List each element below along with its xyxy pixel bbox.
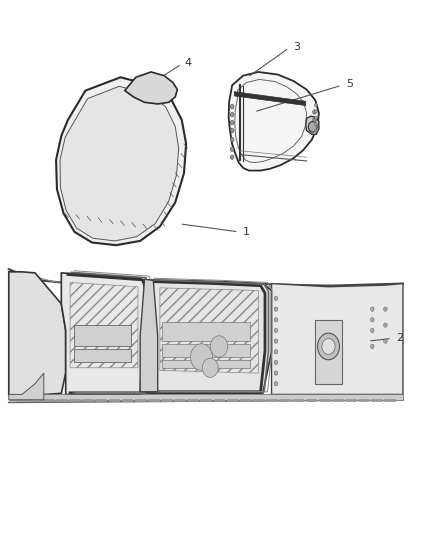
Circle shape	[274, 382, 278, 386]
Circle shape	[371, 328, 374, 333]
Circle shape	[274, 350, 278, 354]
Polygon shape	[9, 394, 403, 400]
Circle shape	[230, 147, 234, 151]
Circle shape	[274, 318, 278, 322]
Circle shape	[314, 103, 317, 107]
Polygon shape	[56, 77, 186, 245]
Polygon shape	[272, 284, 403, 394]
Text: 5: 5	[346, 79, 353, 89]
Circle shape	[384, 307, 387, 311]
Text: 3: 3	[293, 42, 300, 52]
FancyBboxPatch shape	[74, 349, 131, 362]
Circle shape	[230, 104, 234, 109]
Circle shape	[384, 323, 387, 327]
Text: 4: 4	[184, 58, 191, 68]
Circle shape	[202, 358, 218, 377]
Circle shape	[313, 110, 316, 114]
Circle shape	[371, 318, 374, 322]
Circle shape	[274, 371, 278, 375]
Circle shape	[274, 296, 278, 301]
Circle shape	[314, 110, 317, 113]
Circle shape	[314, 129, 317, 132]
Circle shape	[230, 112, 234, 117]
Circle shape	[322, 338, 335, 354]
Polygon shape	[306, 116, 319, 134]
Circle shape	[230, 138, 234, 142]
FancyBboxPatch shape	[162, 322, 250, 341]
Circle shape	[191, 344, 212, 370]
Polygon shape	[315, 320, 342, 384]
Circle shape	[313, 118, 316, 122]
Circle shape	[314, 116, 317, 119]
Circle shape	[230, 128, 234, 133]
Circle shape	[274, 328, 278, 333]
Circle shape	[230, 120, 234, 125]
Circle shape	[274, 360, 278, 365]
Polygon shape	[60, 86, 179, 241]
FancyBboxPatch shape	[162, 360, 250, 368]
Polygon shape	[229, 72, 319, 171]
FancyBboxPatch shape	[162, 344, 250, 357]
Circle shape	[384, 339, 387, 343]
Polygon shape	[125, 72, 177, 104]
Circle shape	[210, 336, 228, 357]
Circle shape	[371, 344, 374, 349]
Text: 1: 1	[243, 227, 250, 237]
Circle shape	[230, 155, 234, 159]
Polygon shape	[9, 373, 44, 400]
Circle shape	[314, 123, 317, 126]
Circle shape	[274, 339, 278, 343]
Circle shape	[371, 307, 374, 311]
Circle shape	[318, 333, 339, 360]
Polygon shape	[234, 92, 306, 106]
Circle shape	[274, 307, 278, 311]
FancyBboxPatch shape	[74, 325, 131, 346]
Polygon shape	[9, 272, 66, 395]
Polygon shape	[140, 280, 272, 393]
Polygon shape	[140, 279, 158, 392]
Text: 2: 2	[396, 334, 403, 343]
Circle shape	[308, 122, 317, 132]
Polygon shape	[61, 273, 149, 394]
